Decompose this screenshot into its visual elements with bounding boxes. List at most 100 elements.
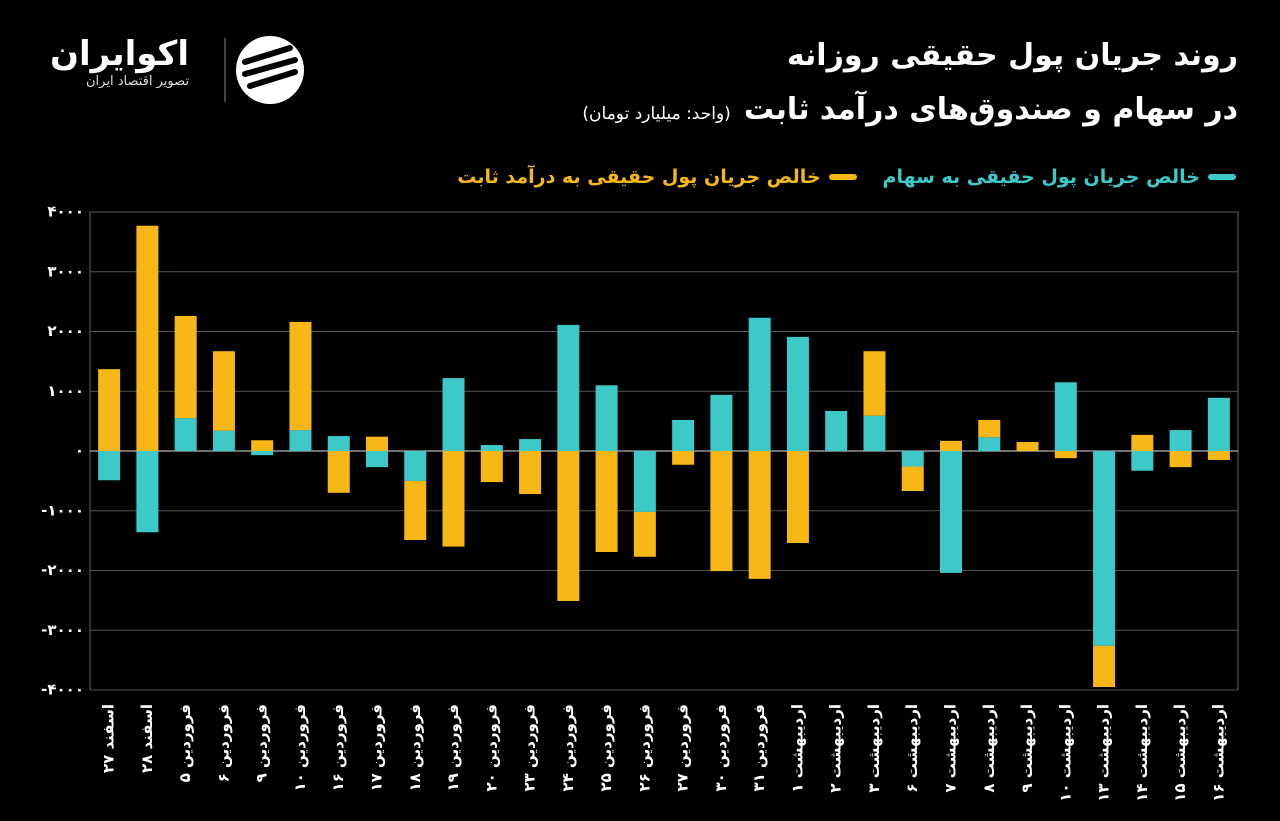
- x-tick-label: اردیبهشت ۶: [903, 704, 921, 793]
- x-tick-label: فروردین ۱۷: [368, 704, 386, 791]
- bar: [1169, 451, 1192, 468]
- bar: [212, 351, 235, 431]
- x-tick-label: فروردین ۱۰: [291, 704, 309, 791]
- y-tick-label: ۲۰۰۰: [47, 322, 84, 340]
- x-tick-label: اردیبهشت ۱۵: [1171, 704, 1189, 802]
- bar: [251, 451, 274, 456]
- bar: [1054, 451, 1077, 459]
- x-tick-label: اردیبهشت ۹: [1018, 704, 1036, 793]
- bar: [978, 437, 1001, 451]
- bar: [786, 336, 809, 451]
- bar: [174, 315, 197, 419]
- legend-swatch: [828, 174, 857, 180]
- x-tick-label: اردیبهشت ۳: [865, 704, 883, 793]
- bar: [1016, 442, 1039, 451]
- x-tick-label: فروردین ۶: [214, 704, 232, 782]
- x-tick-label: فروردین ۲۳: [521, 704, 539, 791]
- y-tick-label: -۱۰۰۰: [41, 501, 84, 519]
- x-tick-label: فروردین ۲۷: [674, 704, 692, 791]
- bar: [748, 317, 771, 451]
- x-tick-label: اردیبهشت ۷: [942, 704, 960, 793]
- bar: [1207, 451, 1230, 460]
- bar: [1131, 451, 1154, 471]
- legend: خالص جریان پول حقیقی به سهام خالص جریان پ…: [457, 166, 1236, 188]
- x-tick-label: اردیبهشت ۱: [788, 704, 806, 793]
- bar: [289, 321, 312, 431]
- unit-label: (واحد: میلیارد تومان): [582, 104, 731, 124]
- bar: [136, 225, 159, 451]
- logo-name: اکوایران: [50, 34, 189, 74]
- y-tick-label: ۰: [75, 442, 84, 460]
- bar: [1093, 645, 1116, 688]
- bar: [1054, 382, 1077, 451]
- x-tick-label: فروردین ۲۵: [597, 704, 615, 791]
- x-tick-label: اردیبهشت ۸: [980, 704, 998, 793]
- bar: [557, 451, 580, 601]
- bar: [1093, 451, 1116, 646]
- legend-label: خالص جریان پول حقیقی به سهام: [882, 166, 1200, 188]
- bar: [940, 440, 962, 451]
- bar: [480, 445, 503, 451]
- bar: [978, 419, 1001, 438]
- x-tick-label: فروردین ۲۴: [559, 704, 577, 791]
- legend-label: خالص جریان پول حقیقی به درآمد ثابت: [457, 166, 821, 188]
- bar: [136, 451, 159, 533]
- bar: [595, 451, 618, 552]
- y-tick-label: -۳۰۰۰: [41, 621, 84, 639]
- logo-icon: [224, 36, 304, 104]
- x-tick-label: فروردین ۲۰: [482, 704, 500, 791]
- legend-item: خالص جریان پول حقیقی به درآمد ثابت: [457, 166, 857, 188]
- x-tick-label: فروردین ۳۰: [712, 704, 730, 791]
- bar: [480, 451, 503, 483]
- bar: [519, 451, 542, 495]
- x-tick-label: فروردین ۹: [253, 704, 271, 782]
- bar: [327, 451, 350, 493]
- bar: [672, 451, 695, 465]
- bar: [863, 415, 886, 451]
- bar: [519, 439, 542, 451]
- x-tick-label: فروردین ۱۶: [329, 704, 347, 791]
- y-tick-label: -۲۰۰۰: [41, 561, 84, 579]
- bar: [174, 418, 197, 451]
- bar: [212, 430, 235, 451]
- bar: [710, 451, 733, 572]
- bar: [98, 369, 121, 451]
- legend-swatch: [1208, 174, 1236, 180]
- bar: [710, 394, 733, 451]
- y-tick-label: ۳۰۰۰: [47, 262, 84, 280]
- bar: [595, 385, 618, 451]
- bar: [251, 440, 274, 451]
- bar: [557, 324, 580, 451]
- x-tick-label: فروردین ۳۱: [750, 704, 768, 791]
- bar: [1131, 434, 1154, 451]
- bar: [98, 451, 121, 481]
- legend-item: خالص جریان پول حقیقی به سهام: [883, 166, 1236, 188]
- bar: [1169, 430, 1192, 451]
- y-tick-label: ۴۰۰۰: [47, 203, 84, 221]
- bar: [633, 511, 656, 557]
- x-tick-label: اسفند ۲۸: [138, 704, 156, 773]
- bar: [748, 451, 771, 579]
- chart-subtitle-row: در سهام و صندوق‌های درآمد ثابت (واحد: می…: [582, 92, 1238, 127]
- bar: [442, 451, 465, 547]
- x-tick-label: فروردین ۵: [176, 704, 194, 782]
- bar: [786, 451, 809, 544]
- x-tick-label: فروردین ۱۸: [406, 704, 424, 791]
- x-tick-label: فروردین ۱۹: [444, 704, 462, 791]
- bar: [366, 436, 388, 451]
- bar: [901, 451, 924, 467]
- bar: [366, 451, 388, 468]
- x-tick-label: اسفند ۲۷: [100, 704, 118, 773]
- x-tick-label: اردیبهشت ۱۶: [1209, 704, 1227, 802]
- x-tick-label: اردیبهشت ۲: [827, 704, 845, 793]
- bar: [863, 351, 886, 416]
- chart-subtitle: در سهام و صندوق‌های درآمد ثابت: [743, 92, 1238, 127]
- x-tick-label: فروردین ۲۶: [635, 704, 653, 791]
- x-tick-label: اردیبهشت ۱۳: [1095, 704, 1113, 802]
- x-tick-label: اردیبهشت ۱۴: [1133, 704, 1151, 802]
- bar: [1207, 397, 1230, 451]
- bar: [940, 451, 962, 573]
- y-tick-label: ۱۰۰۰: [47, 382, 84, 400]
- logo: اکوایران تصویر اقتصاد ایران: [50, 34, 189, 89]
